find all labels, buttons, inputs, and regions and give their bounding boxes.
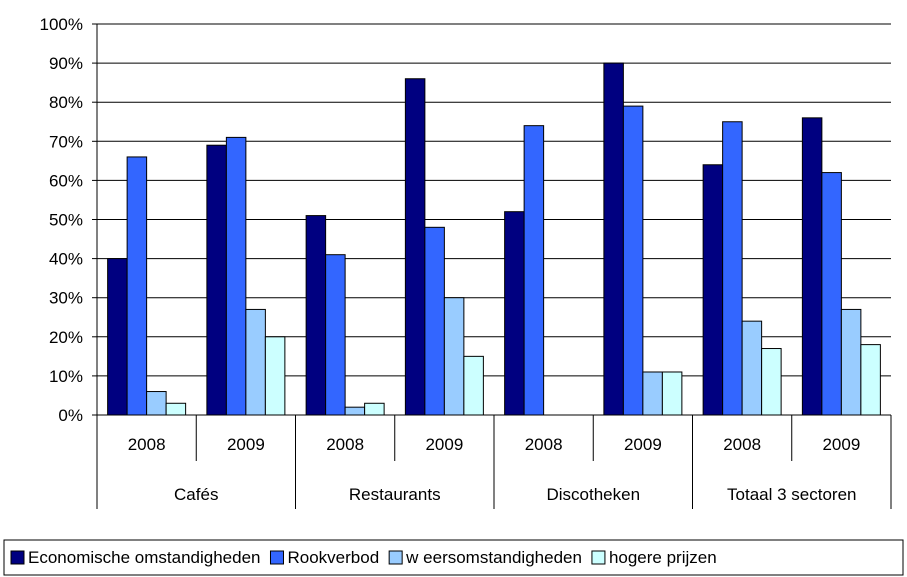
y-tick-label: 90% [49, 54, 83, 73]
legend-label: Economische omstandigheden [28, 548, 260, 567]
x-tick-label: 2008 [326, 435, 364, 454]
legend-swatch [269, 550, 284, 565]
y-tick-label: 20% [49, 328, 83, 347]
bar [305, 215, 327, 416]
legend-label: Rookverbod [287, 548, 379, 567]
legend: Economische omstandigheden Rookverbod w ee… [3, 539, 904, 576]
legend-label: w eersomstandigheden [405, 548, 582, 567]
bar [344, 406, 366, 416]
bar [722, 121, 743, 416]
bars [107, 62, 881, 416]
bar [325, 254, 346, 416]
bar [126, 156, 148, 416]
legend-box [3, 539, 904, 576]
y-tick-label: 0% [58, 406, 83, 425]
y-tick-label: 40% [49, 250, 83, 269]
bar [225, 136, 247, 416]
bar [860, 344, 881, 416]
bar [523, 125, 545, 416]
x-axis: 2008 2009 2008 2009 2008 2009 2008 2009 Cafés Res… [96, 414, 892, 509]
bar [622, 105, 644, 416]
x-tick-label: 2008 [128, 435, 166, 454]
bar [443, 297, 465, 416]
y-tick-label: 100% [40, 15, 83, 34]
legend-swatch [10, 550, 25, 565]
bar [661, 371, 683, 416]
bar [146, 391, 167, 416]
y-tick-label: 30% [49, 289, 83, 308]
bar [463, 355, 484, 416]
bar [761, 348, 782, 416]
y-tick-label: 70% [49, 132, 83, 151]
x-tick-label: 2008 [525, 435, 563, 454]
bar [424, 226, 445, 416]
bar [504, 211, 525, 416]
bar [741, 320, 763, 416]
x-group-label: Totaal 3 sectoren [727, 485, 856, 504]
y-tick-label: 60% [49, 171, 83, 190]
bar [840, 308, 862, 416]
bar [801, 117, 823, 416]
legend-label: hogere prijzen [609, 548, 717, 567]
x-group-label: Restaurants [349, 485, 441, 504]
y-tick-label: 10% [49, 367, 83, 386]
x-tick-label: 2008 [723, 435, 761, 454]
x-group-label: Discotheken [546, 485, 640, 504]
bar [107, 258, 128, 416]
bar [364, 402, 385, 416]
bar [821, 172, 842, 416]
y-tick-label: 80% [49, 93, 83, 112]
bar [206, 144, 227, 416]
bar [404, 78, 426, 416]
x-tick-label: 2009 [425, 435, 463, 454]
bar [702, 164, 724, 416]
x-tick-label: 2009 [822, 435, 860, 454]
legend-swatch [591, 550, 606, 565]
bar [245, 308, 266, 416]
y-axis: 0% 10% 20% 30% 40% 50% 60% 70% 80% 90% 100% [40, 15, 98, 425]
y-tick-label: 50% [49, 211, 83, 230]
x-tick-label: 2009 [624, 435, 662, 454]
x-tick-label: 2009 [227, 435, 265, 454]
bar [642, 371, 663, 416]
bar [603, 62, 624, 416]
bar [165, 402, 187, 416]
legend-swatch [388, 550, 403, 565]
bar [264, 336, 286, 416]
x-group-label: Cafés [174, 485, 218, 504]
